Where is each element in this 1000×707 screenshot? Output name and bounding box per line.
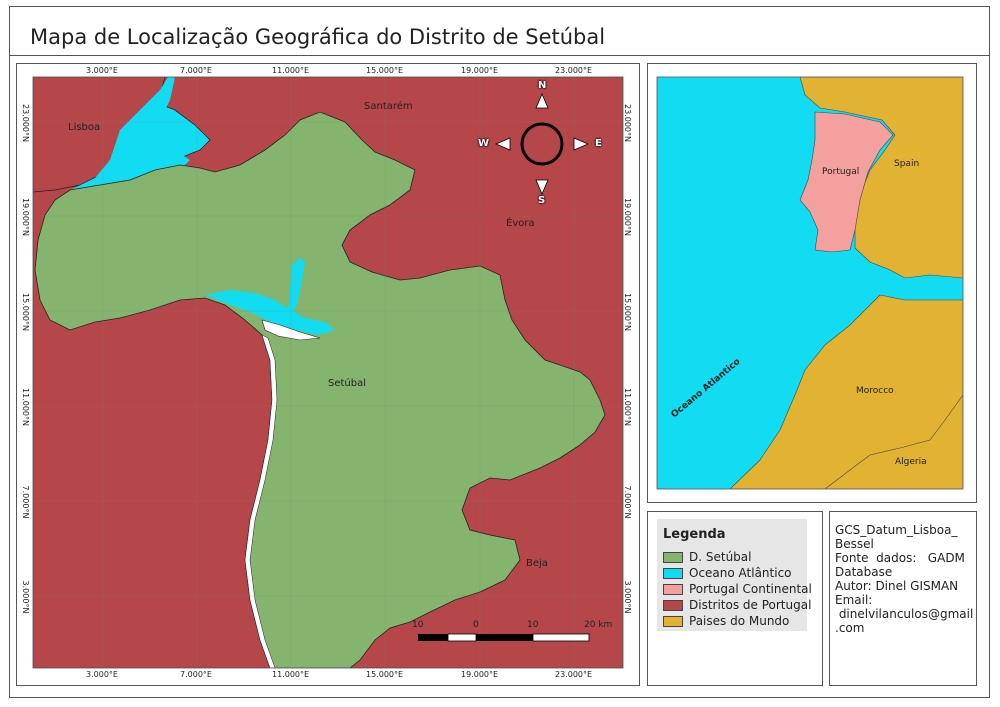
grid-x-label: 19.000°E [461, 66, 499, 75]
scale-label: 0 [473, 620, 479, 630]
map-info: GCS_Datum_Lisboa_ Bessel Fonte dados: GA… [835, 523, 975, 635]
legend-swatch [663, 615, 683, 627]
info-line: dinelvilanculos@gmail [835, 607, 974, 621]
grid-y-label: 7.000°N [623, 485, 632, 519]
grid-y-label: 11.000°N [21, 388, 30, 426]
grid-y-label: 3.000°N [21, 580, 30, 614]
legend-title: Legenda [663, 527, 726, 542]
legend-item-world: Paises do Mundo [663, 614, 789, 628]
grid-x-label: 3.000°E [86, 66, 118, 75]
grid-y-label: 15.000°N [21, 293, 30, 331]
legend-item-label: Portugal Continental [689, 582, 812, 596]
compass-rose [494, 92, 590, 196]
compass-west: W [478, 138, 490, 149]
grid-x-label: 7.000°E [180, 66, 212, 75]
place-label-santarem: Santarém [364, 101, 413, 112]
grid-x-label: 23.000°E [555, 670, 593, 679]
grid-x-label: 7.000°E [180, 670, 212, 679]
scale-bar [418, 633, 590, 642]
grid-y-label: 15.000°N [623, 293, 632, 331]
grid-y-label: 11.000°N [623, 388, 632, 426]
info-line: Bessel [835, 537, 874, 551]
grid-x-label: 11.000°E [272, 66, 310, 75]
legend: Legenda D. Setúbal Oceano Atlântico Port… [657, 519, 812, 631]
info-frame [829, 511, 977, 686]
legend-swatch [663, 551, 683, 563]
place-label-setubal: Setúbal [328, 378, 367, 389]
compass-east: E [595, 138, 602, 149]
grid-x-label: 15.000°E [366, 670, 404, 679]
inset-africa [729, 294, 963, 489]
sado-river [288, 258, 305, 312]
grid-y-label: 19.000°N [623, 198, 632, 236]
inset-label-morocco: Morocco [856, 386, 894, 396]
scale-label: 10 [527, 620, 539, 630]
grid-y-label: 7.000°N [21, 485, 30, 519]
scale-label: 20 km [584, 620, 613, 630]
place-label-beja: Beja [526, 558, 548, 569]
legend-item-label: Distritos de Portugal [689, 598, 812, 612]
legend-item-label: D. Setúbal [689, 550, 752, 564]
grid-y-label: 19.000°N [21, 198, 30, 236]
tagus-estuary [70, 77, 190, 190]
title-frame: Mapa de Localização Geográfica do Distri… [9, 6, 990, 56]
compass-north: N [538, 80, 547, 91]
inset-label-spain: Spain [894, 159, 920, 169]
grid-y-label: 3.000°N [623, 580, 632, 614]
legend-item-ocean: Oceano Atlântico [663, 566, 792, 580]
grid-x-label: 3.000°E [86, 670, 118, 679]
info-line: Autor: Dinel GISMAN [835, 579, 959, 593]
info-line: .com [835, 621, 865, 635]
grid-y-label: 23.000°N [21, 104, 30, 142]
place-label-lisboa: Lisboa [68, 122, 101, 133]
coast-strip [244, 334, 278, 668]
grid-y-label: 23.000°N [623, 104, 632, 142]
info-line: GCS_Datum_Lisboa_ [835, 523, 958, 537]
grid-x-label: 15.000°E [366, 66, 404, 75]
legend-swatch [663, 599, 683, 611]
legend-item-setubal: D. Setúbal [663, 550, 751, 564]
compass-south: S [538, 195, 546, 206]
map-title: Mapa de Localização Geográfica do Distri… [30, 25, 606, 49]
inset-label-algeria: Algeria [895, 457, 927, 467]
grid-x-label: 19.000°E [461, 670, 499, 679]
grid-x-label: 11.000°E [272, 670, 310, 679]
legend-item-label: Oceano Atlântico [689, 566, 792, 580]
legend-swatch [663, 583, 683, 595]
legend-item-label: Paises do Mundo [689, 614, 790, 628]
info-line: Database [835, 565, 893, 579]
algeria-border [824, 394, 963, 489]
info-line: Email: [835, 593, 873, 607]
grid-x-label: 23.000°E [555, 66, 593, 75]
legend-swatch [663, 567, 683, 579]
legend-item-districts: Distritos de Portugal [663, 598, 811, 612]
inset-label-portugal: Portugal [822, 167, 860, 177]
scale-label: 10 [412, 620, 424, 630]
legend-item-portugal: Portugal Continental [663, 582, 812, 596]
info-line: Fonte dados: GADM [835, 551, 965, 565]
setubal-district [34, 111, 606, 668]
inset-portugal [799, 111, 894, 253]
sado-estuary [205, 290, 335, 335]
place-label-evora: Évora [506, 218, 535, 229]
